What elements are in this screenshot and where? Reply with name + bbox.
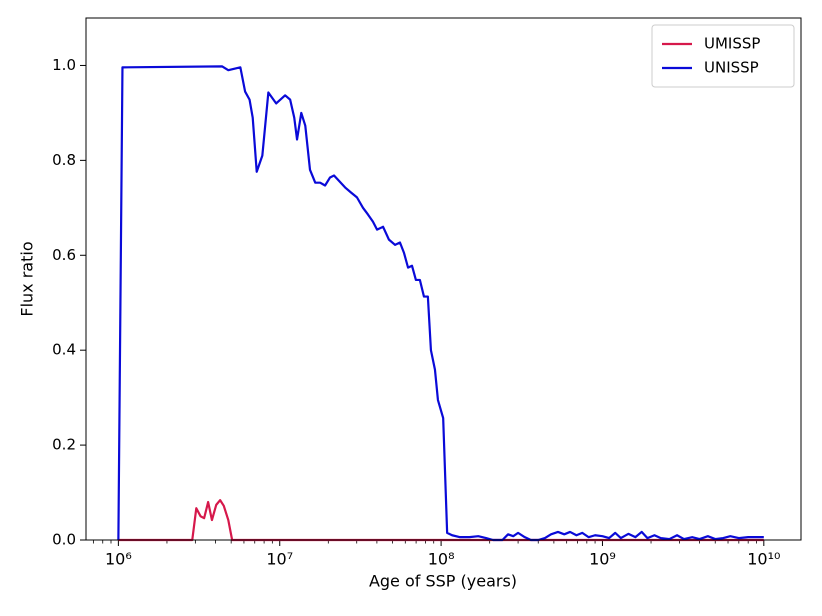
legend-box bbox=[651, 24, 795, 88]
x-tick-label: 10⁷ bbox=[266, 550, 293, 569]
y-tick-label: 0.8 bbox=[52, 151, 76, 169]
legend-label: UMISSP bbox=[704, 35, 760, 53]
x-tick-label: 10⁶ bbox=[105, 550, 132, 569]
series-line bbox=[118, 499, 764, 542]
series-line bbox=[117, 65, 764, 542]
legend: UMISSP UNISSP bbox=[651, 24, 795, 88]
y-tick-label: 0.4 bbox=[52, 341, 76, 359]
y-tick-label: 1.0 bbox=[52, 56, 76, 74]
x-tick-label: 10⁹ bbox=[589, 550, 616, 569]
x-tick-label: 10¹⁰ bbox=[747, 550, 780, 569]
x-axis-title: Age of SSP (years) bbox=[369, 572, 517, 591]
y-tick-label: 0.2 bbox=[52, 436, 76, 454]
x-tick-label: 10⁸ bbox=[428, 550, 455, 569]
y-tick-label: 0.0 bbox=[52, 531, 76, 549]
plot-frame bbox=[85, 17, 802, 541]
y-axis-title: Flux ratio bbox=[18, 241, 37, 316]
legend-label: UNISSP bbox=[704, 59, 759, 77]
y-tick-label: 0.6 bbox=[52, 246, 76, 264]
